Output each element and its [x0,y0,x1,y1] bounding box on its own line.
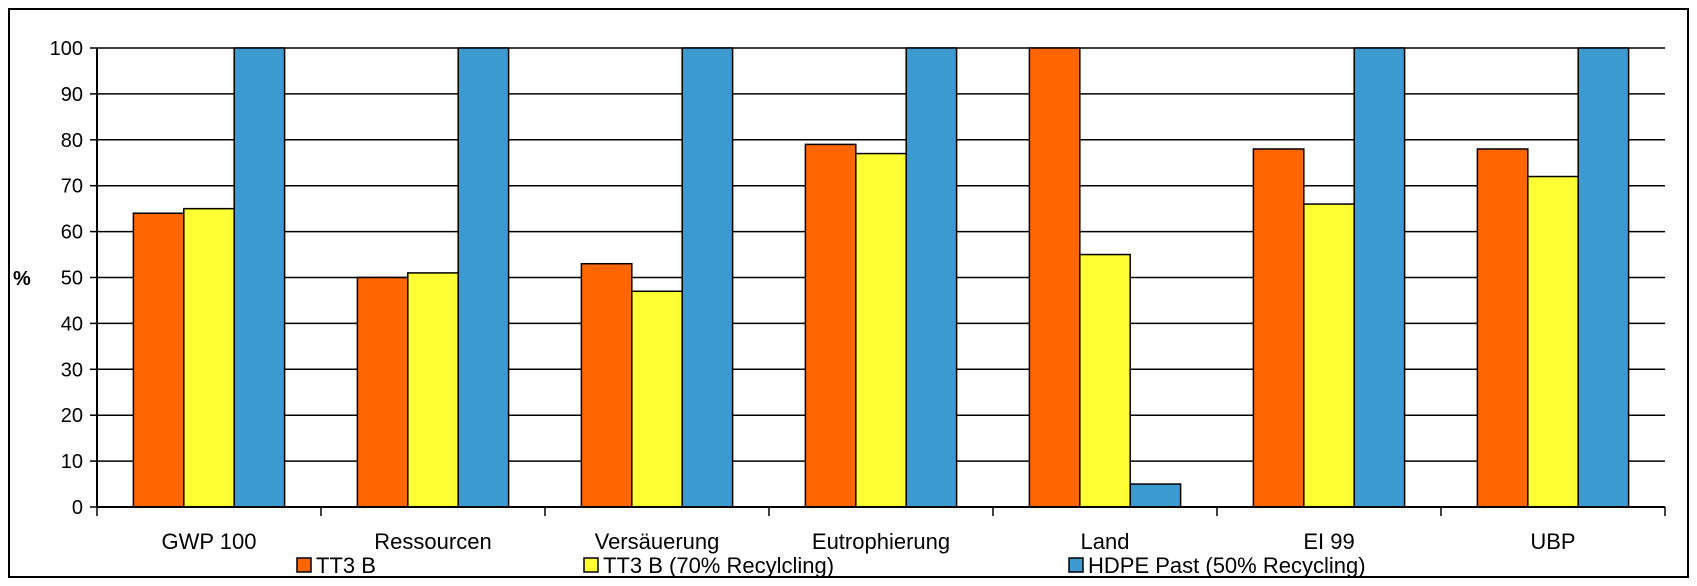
bar [855,152,907,508]
legend-label: HDPE Past (50% Recycling) [1088,553,1366,578]
bar [580,262,633,508]
y-axis-title: % [13,268,31,290]
x-category-label: Versäuerung [595,529,720,554]
bar [804,143,857,508]
bar [631,290,683,508]
bar [1079,253,1131,508]
y-tick-label: 30 [61,359,83,381]
axes: 0 10 20 30 40 50 60 70 80 90 100 GWP 100 Ressourcen V… [50,38,1666,554]
y-tick-label: 50 [61,268,83,290]
legend-swatch [583,557,599,573]
y-tick-label: 70 [61,176,83,198]
x-category-label: Land [1081,529,1130,554]
x-category-label: UBP [1530,529,1575,554]
x-category-label: Eutrophierung [812,529,950,554]
bar [1303,203,1355,508]
y-tick-label: 60 [61,222,83,244]
x-category-label: Ressourcen [374,529,491,554]
y-tick-label: 20 [61,405,83,427]
bar [183,207,235,508]
legend-label: TT3 B (70% Recylcling) [603,553,834,578]
bar [457,47,510,508]
bar [905,47,958,508]
y-tick-label: 80 [61,130,83,152]
legend-swatch [296,557,312,573]
bar [1353,47,1406,508]
y-tick-label: 100 [50,38,83,60]
bar [356,276,409,508]
y-tick-label: 40 [61,313,83,335]
bar [1476,148,1529,508]
bar [132,212,185,508]
x-category-label: EI 99 [1303,529,1354,554]
legend-swatch [1068,557,1084,573]
bar [407,272,459,508]
legend: TT3 B TT3 B (70% Recylcling) HDPE Past (50… [296,553,1366,578]
bar [1252,148,1305,508]
x-category-label: GWP 100 [162,529,257,554]
bar [1129,483,1182,508]
y-tick-label: 10 [61,451,83,473]
bar [233,47,286,508]
y-tick-label: 90 [61,84,83,106]
legend-label: TT3 B [316,553,376,578]
bar [1527,175,1579,508]
bar [681,47,734,508]
bar [1577,47,1630,508]
y-tick-label: 0 [72,497,83,519]
bar [1028,47,1081,508]
bars [132,47,1630,508]
